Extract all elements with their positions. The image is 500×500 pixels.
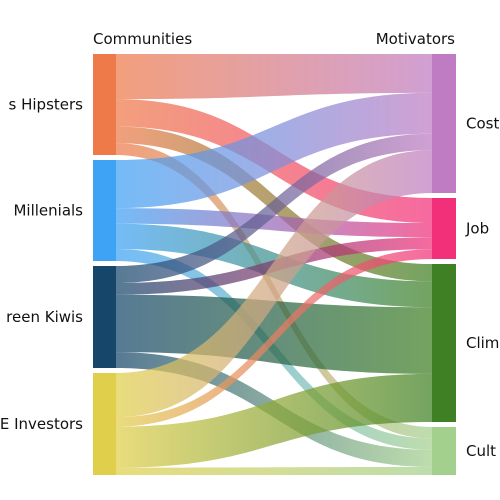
flow-hipsters-to-cost <box>116 54 432 100</box>
target-node-culture <box>432 427 456 475</box>
source-label-investors: E Investors <box>0 415 83 433</box>
source-node-investors <box>93 373 116 475</box>
flow-links <box>116 54 432 475</box>
flow-green-kiwis-to-cost <box>116 133 432 283</box>
flow-millenials-to-cost <box>116 92 432 209</box>
target-label-cost: Cost <box>466 115 499 133</box>
flow-investors-to-climate <box>116 373 432 468</box>
target-label-job: Job <box>465 220 489 238</box>
target-node-climate <box>432 264 456 422</box>
target-node-cost <box>432 54 456 193</box>
motivators-header: Motivators <box>376 30 455 48</box>
source-label-hipsters: s Hipsters <box>9 96 84 114</box>
target-node-job <box>432 198 456 259</box>
source-node-millenials <box>93 160 116 261</box>
source-label-millenials: Millenials <box>13 202 83 220</box>
target-label-culture: Cult <box>466 442 496 460</box>
source-node-hipsters <box>93 54 116 155</box>
communities-header: Communities <box>93 30 192 48</box>
flow-millenials-to-job <box>116 208 432 238</box>
node-labels: s Hipsters Millenials reen Kiwis E Investor… <box>0 96 499 461</box>
source-label-green-kiwis: reen Kiwis <box>6 308 83 326</box>
source-node-green-kiwis <box>93 266 116 368</box>
flow-investors-to-culture <box>116 467 432 475</box>
target-label-climate: Clim <box>466 334 499 352</box>
nodes <box>93 54 456 475</box>
flow-investors-to-cost <box>116 150 432 418</box>
flow-investors-to-job <box>116 249 432 427</box>
